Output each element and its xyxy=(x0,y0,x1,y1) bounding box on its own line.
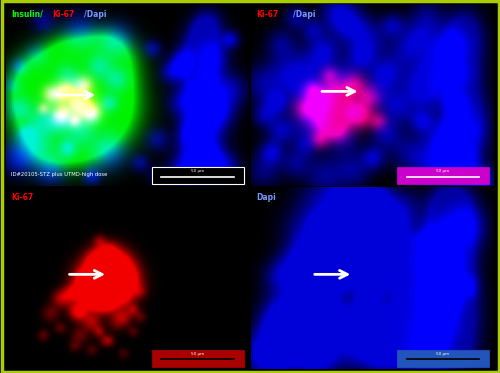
Text: 50 μm: 50 μm xyxy=(436,352,450,356)
Text: Dapi: Dapi xyxy=(256,193,276,202)
Bar xyxy=(397,167,489,184)
Bar xyxy=(397,350,489,367)
Text: ID#20105-STZ plus UTMD-high dose: ID#20105-STZ plus UTMD-high dose xyxy=(11,172,107,176)
Text: Ki-67: Ki-67 xyxy=(52,10,74,19)
Text: 50 μm: 50 μm xyxy=(191,169,204,173)
Text: 50 μm: 50 μm xyxy=(436,169,450,173)
Bar xyxy=(152,350,244,367)
Text: Insulin/: Insulin/ xyxy=(11,10,42,19)
Text: 50 μm: 50 μm xyxy=(191,352,204,356)
Text: /Dapi: /Dapi xyxy=(292,10,315,19)
Text: Ki-67: Ki-67 xyxy=(11,193,33,202)
Text: Ki-67: Ki-67 xyxy=(256,10,278,19)
Text: /Dapi: /Dapi xyxy=(84,10,106,19)
Bar xyxy=(152,167,244,184)
